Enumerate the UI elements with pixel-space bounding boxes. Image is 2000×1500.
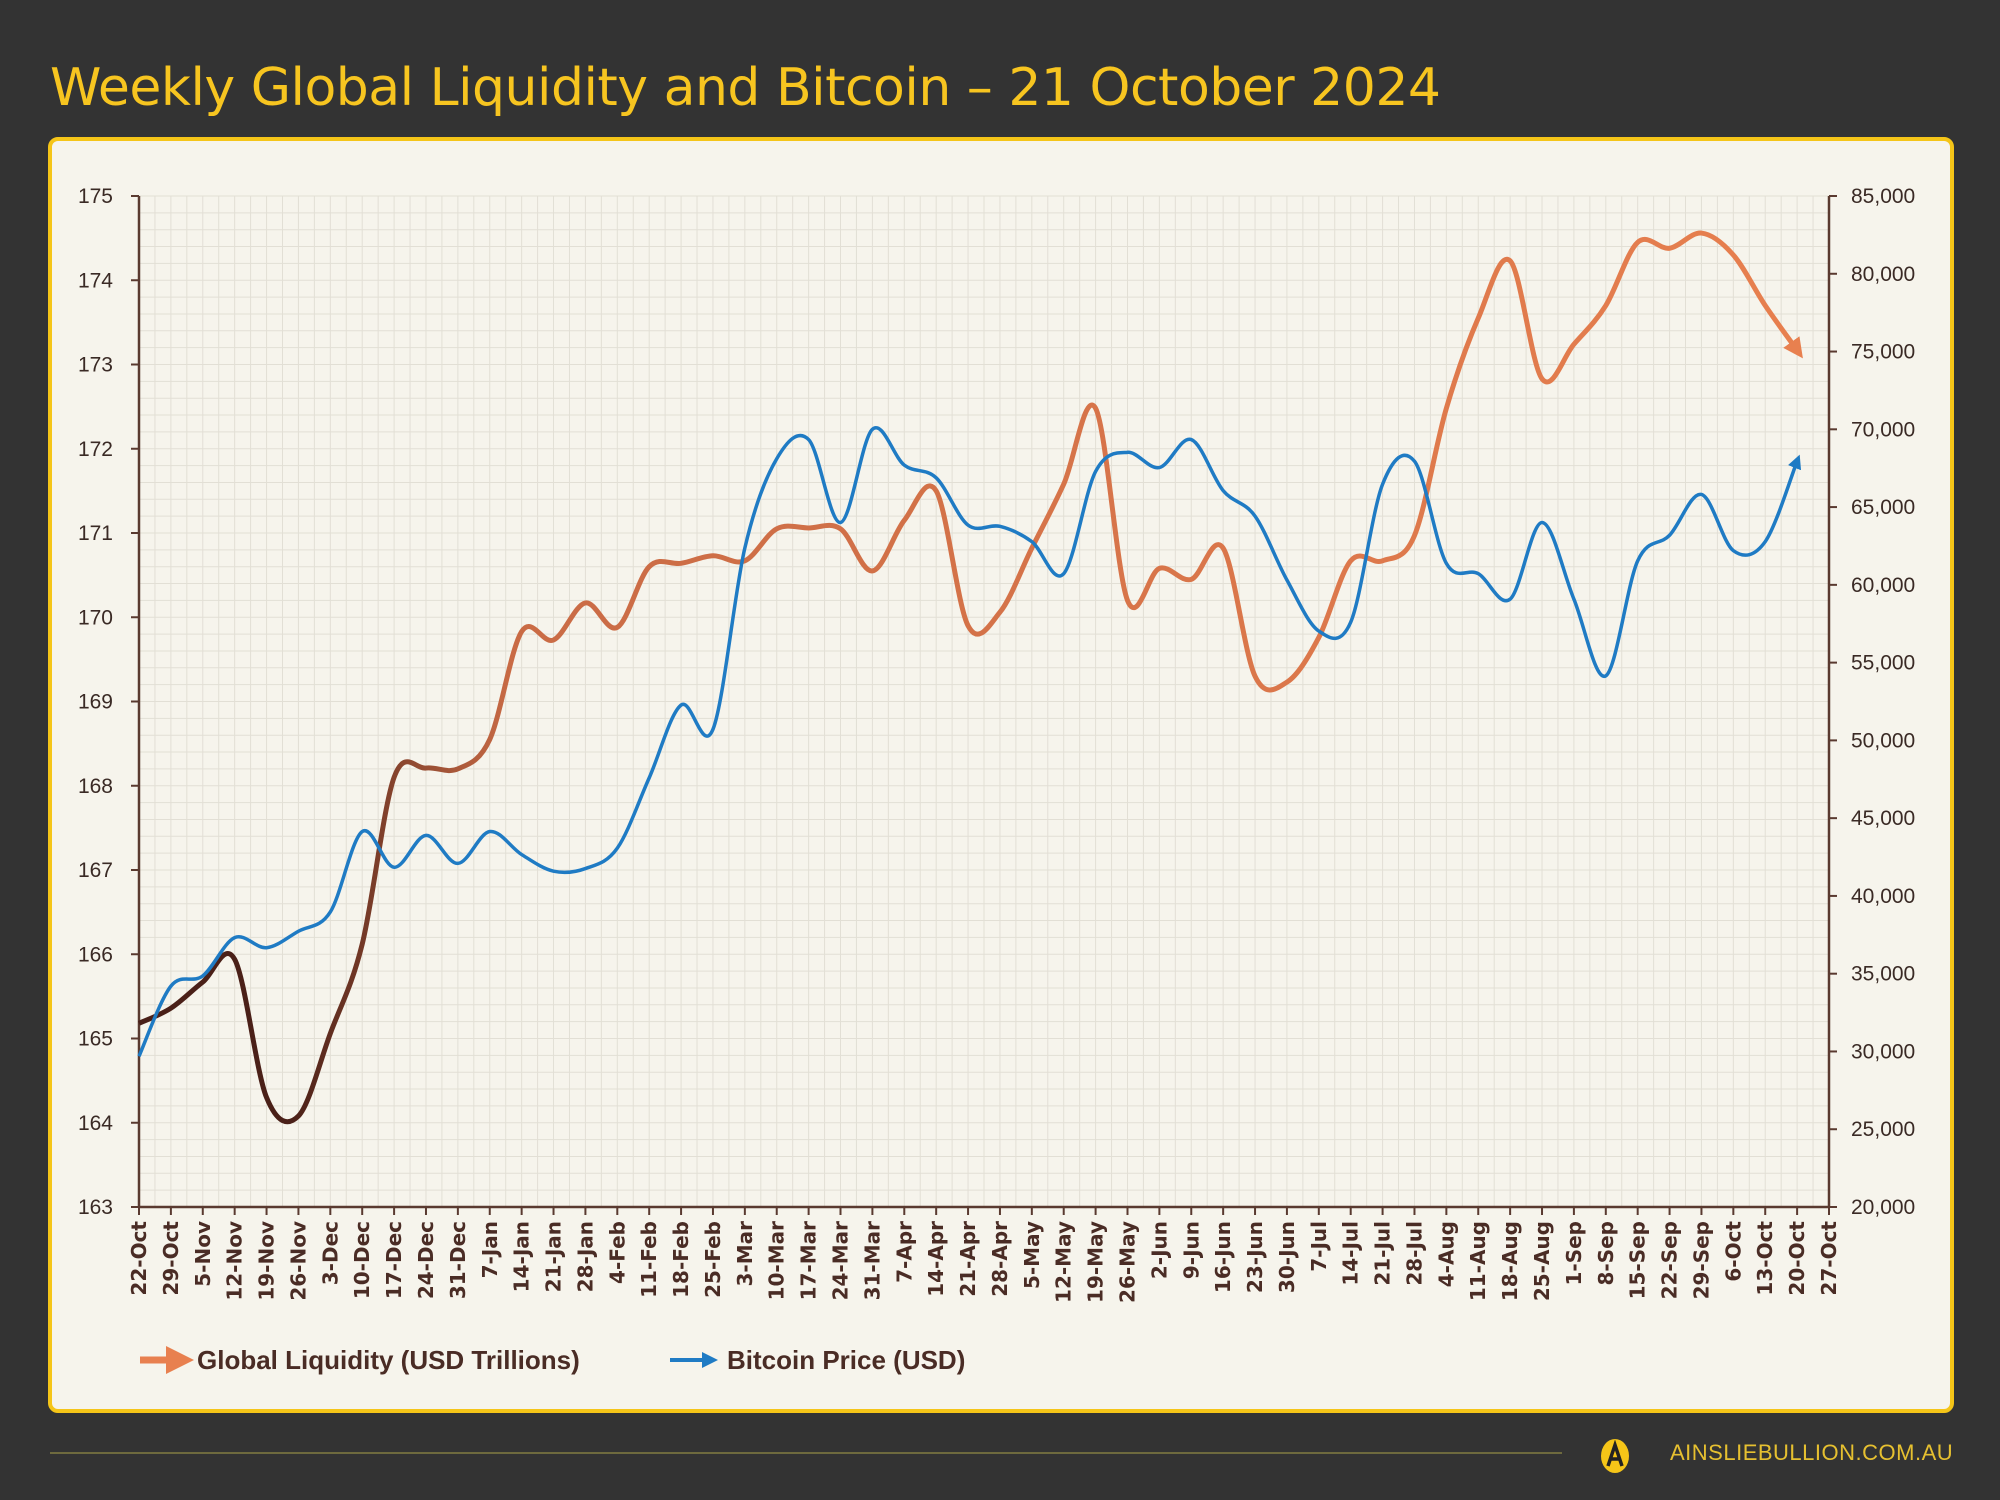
left-tick-label: 166: [78, 943, 113, 966]
right-tick-label: 35,000: [1851, 963, 1915, 986]
left-tick-label: 172: [78, 438, 113, 461]
x-tick-label: 26-Nov: [286, 1221, 310, 1301]
right-tick-label: 65,000: [1851, 496, 1915, 519]
x-tick-label: 29-Oct: [159, 1221, 183, 1296]
x-tick-label: 31-Dec: [446, 1221, 470, 1299]
x-tick-label: 14-Jan: [510, 1221, 534, 1292]
ainslie-logo-icon: [1601, 1439, 1629, 1473]
x-tick-label: 6-Oct: [1721, 1221, 1745, 1282]
bitcoin-line: [137, 425, 1802, 1058]
x-tick-label: 1-Sep: [1562, 1221, 1586, 1286]
x-tick-label: 16-Jun: [1211, 1221, 1235, 1293]
right-tick-label: 55,000: [1851, 652, 1915, 675]
left-tick-label: 163: [78, 1196, 113, 1219]
right-tick-label: 75,000: [1851, 341, 1915, 364]
left-tick-label: 168: [78, 775, 113, 798]
x-tick-label: 14-Jul: [1339, 1221, 1363, 1286]
x-tick-label: 11-Feb: [637, 1221, 661, 1298]
left-tick-label: 175: [78, 185, 113, 208]
footer-divider: [50, 1452, 1562, 1454]
left-tick-label: 167: [78, 859, 113, 882]
x-tick-label: 17-Dec: [382, 1221, 406, 1299]
right-tick-label: 80,000: [1851, 263, 1915, 286]
x-tick-label: 4-Aug: [1434, 1221, 1458, 1287]
liquidity-line: [137, 230, 1803, 1125]
x-tick-label: 24-Mar: [829, 1221, 853, 1301]
right-tick-label: 50,000: [1851, 729, 1915, 752]
x-tick-label: 19-May: [1084, 1221, 1108, 1303]
x-tick-label: 30-Jun: [1275, 1221, 1299, 1293]
right-tick-label: 20,000: [1851, 1196, 1915, 1219]
x-tick-label: 20-Oct: [1785, 1221, 1809, 1296]
right-tick-label: 60,000: [1851, 574, 1915, 597]
x-tick-label: 23-Jun: [1243, 1221, 1267, 1293]
x-tick-label: 25-Aug: [1530, 1221, 1554, 1301]
x-tick-label: 17-Mar: [797, 1221, 821, 1301]
legend-label: Global Liquidity (USD Trillions): [197, 1345, 580, 1375]
legend-label: Bitcoin Price (USD): [727, 1345, 965, 1375]
x-tick-label: 21-Apr: [956, 1221, 980, 1297]
x-tick-label: 22-Oct: [127, 1221, 151, 1296]
left-tick-label: 174: [78, 269, 113, 292]
x-tick-label: 10-Mar: [765, 1221, 789, 1301]
right-tick-label: 40,000: [1851, 885, 1915, 908]
right-tick-label: 45,000: [1851, 807, 1915, 830]
x-tick-label: 22-Sep: [1658, 1221, 1682, 1299]
legend: Global Liquidity (USD Trillions) Bitcoin …: [140, 1345, 965, 1375]
grid: [138, 195, 1830, 1208]
x-tick-label: 25-Feb: [701, 1221, 725, 1298]
x-tick-label: 9-Jun: [1179, 1221, 1203, 1279]
x-tick-label: 31-Mar: [860, 1221, 884, 1301]
x-tick-label: 21-Jul: [1371, 1221, 1395, 1286]
footer-website[interactable]: AINSLIEBULLION.COM.AU: [1670, 1440, 1954, 1465]
x-tick-label: 28-Jan: [573, 1221, 597, 1292]
x-tick-label: 5-May: [1020, 1221, 1044, 1289]
left-tick-label: 170: [78, 606, 113, 629]
x-tick-label: 3-Mar: [733, 1221, 757, 1287]
left-tick-label: 171: [78, 522, 113, 545]
x-tick-label: 18-Aug: [1498, 1221, 1522, 1301]
right-tick-label: 30,000: [1851, 1040, 1915, 1063]
x-tick-label: 27-Oct: [1817, 1221, 1841, 1296]
x-tick-label: 18-Feb: [669, 1221, 693, 1298]
x-tick-label: 3-Dec: [318, 1221, 342, 1285]
x-tick-label: 19-Nov: [255, 1221, 279, 1301]
right-tick-label: 70,000: [1851, 418, 1915, 441]
x-tick-label: 8-Sep: [1594, 1221, 1618, 1286]
x-tick-label: 5-Nov: [191, 1221, 215, 1287]
x-tick-label: 4-Feb: [605, 1221, 629, 1284]
x-tick-label: 14-Apr: [924, 1221, 948, 1297]
x-tick-label: 15-Sep: [1626, 1221, 1650, 1299]
x-tick-label: 21-Jan: [542, 1221, 566, 1292]
chart-panel: [48, 137, 1954, 1413]
x-tick-label: 7-Jan: [478, 1221, 502, 1278]
x-tick-label: 26-May: [1115, 1221, 1139, 1303]
x-tick-label: 2-Jun: [1147, 1221, 1171, 1279]
x-tick-label: 12-May: [1052, 1221, 1076, 1303]
page-title: Weekly Global Liquidity and Bitcoin – 21…: [50, 58, 1441, 118]
right-tick-label: 85,000: [1851, 185, 1915, 208]
x-tick-label: 7-Jul: [1307, 1221, 1331, 1272]
left-tick-label: 165: [78, 1028, 113, 1051]
left-tick-label: 173: [78, 354, 113, 377]
x-tick-label: 10-Dec: [350, 1221, 374, 1299]
x-tick-label: 11-Aug: [1466, 1221, 1490, 1301]
right-tick-label: 25,000: [1851, 1118, 1915, 1141]
left-tick-label: 164: [78, 1112, 113, 1135]
x-tick-label: 29-Sep: [1689, 1221, 1713, 1299]
left-tick-label: 169: [78, 691, 113, 714]
x-tick-label: 28-Jul: [1402, 1221, 1426, 1286]
x-tick-label: 13-Oct: [1753, 1221, 1777, 1296]
x-tick-label: 28-Apr: [988, 1221, 1012, 1297]
x-tick-label: 7-Apr: [892, 1221, 916, 1283]
x-tick-label: 12-Nov: [223, 1221, 247, 1301]
x-tick-label: 24-Dec: [414, 1221, 438, 1299]
